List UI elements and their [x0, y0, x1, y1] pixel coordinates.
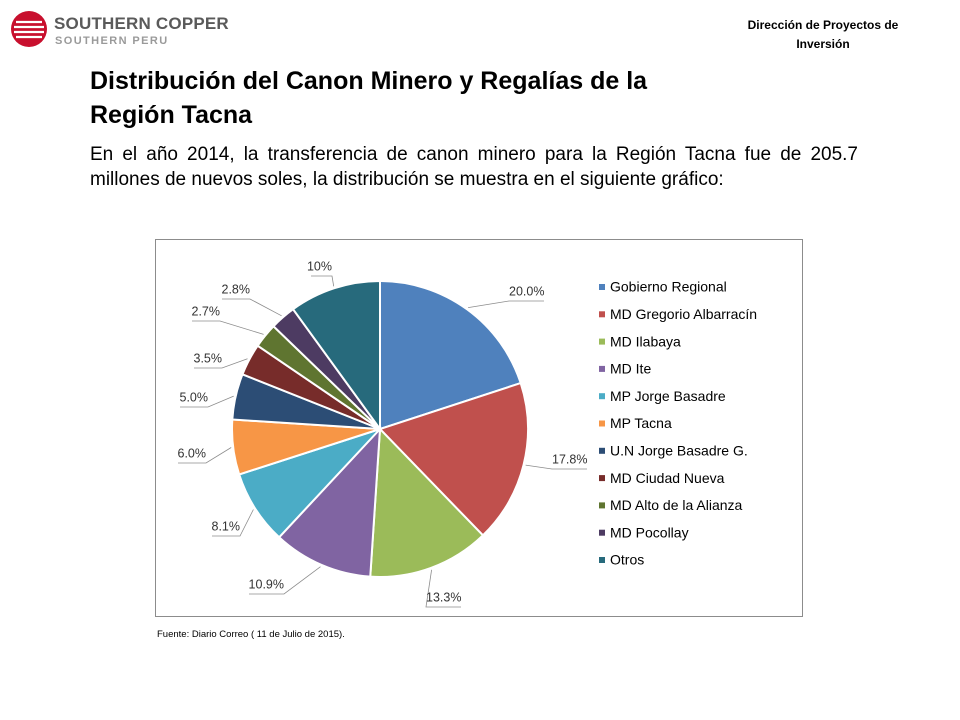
- leader-line: [180, 395, 234, 408]
- pie-slice: [378, 381, 529, 537]
- legend-label: MP Tacna: [610, 415, 672, 431]
- data-label: 10.9%: [249, 577, 284, 591]
- legend-swatch: [599, 447, 605, 454]
- data-label: 10%: [307, 259, 332, 273]
- legend-label: MD Ilabaya: [610, 333, 681, 349]
- company-logo: SOUTHERN COPPER SOUTHERN PERU: [10, 10, 250, 54]
- legend-label: MD Ciudad Nueva: [610, 470, 725, 486]
- page-title-line-2: Región Tacna: [90, 101, 253, 129]
- legend-swatch: [599, 365, 605, 372]
- legend-swatch: [599, 502, 605, 509]
- legend-label: Otros: [610, 552, 644, 568]
- legend-label: MD Ite: [610, 361, 651, 377]
- logo-name: SOUTHERN COPPER: [54, 14, 229, 33]
- leader-line: [525, 464, 587, 470]
- legend-swatch: [599, 475, 605, 482]
- data-label: 17.8%: [552, 452, 587, 466]
- leader-line: [178, 447, 232, 464]
- leader-line: [192, 320, 264, 335]
- data-label: 13.3%: [426, 590, 461, 604]
- leader-line: [311, 275, 335, 287]
- legend-swatch: [599, 338, 605, 345]
- leader-line: [468, 300, 544, 308]
- department-label: Dirección de Proyectos de Inversión: [728, 16, 918, 54]
- data-label: 2.8%: [222, 282, 251, 296]
- pie-chart: 20.0% Gobierno Regional 17.8% MD Gregorio A…: [178, 259, 757, 608]
- leader-line: [212, 509, 254, 537]
- legend-label: U.N Jorge Basadre G.: [610, 443, 748, 459]
- data-label: 6.0%: [178, 446, 207, 460]
- legend-swatch: [599, 557, 605, 563]
- pie-slice: [291, 279, 381, 433]
- department-line-2: Inversión: [796, 37, 850, 51]
- legend-label: MP Jorge Basadre: [610, 388, 726, 404]
- leader-line: [194, 358, 248, 369]
- data-label: 5.0%: [180, 390, 209, 404]
- legend-swatch: [599, 529, 605, 536]
- data-label: 2.7%: [192, 304, 221, 318]
- legend-label: Gobierno Regional: [610, 279, 727, 295]
- page-title: Distribución del Canon Minero y Regalías…: [90, 64, 850, 132]
- department-line-1: Dirección de Proyectos de: [747, 18, 899, 32]
- data-label: 8.1%: [212, 519, 241, 533]
- legend-label: MD Pocollay: [610, 524, 689, 540]
- logo-emblem-icon: [11, 11, 47, 47]
- leader-line: [425, 569, 461, 608]
- pie-chart-frame: 20.0% Gobierno Regional 17.8% MD Gregorio A…: [155, 239, 803, 617]
- legend-swatch: [599, 311, 605, 318]
- leader-line: [222, 298, 282, 317]
- source-note: Fuente: Diario Correo ( 11 de Julio de 2…: [157, 629, 345, 640]
- legend-swatch: [599, 393, 605, 400]
- logo-subtitle: SOUTHERN PERU: [55, 35, 169, 47]
- intro-paragraph: En el año 2014, la transferencia de cano…: [90, 144, 858, 190]
- legend-label: MD Alto de la Alianza: [610, 497, 743, 513]
- page-title-line-1: Distribución del Canon Minero y Regalías…: [90, 67, 648, 95]
- data-label: 3.5%: [194, 351, 223, 365]
- legend-swatch: [599, 420, 605, 427]
- data-label: 20.0%: [509, 284, 544, 298]
- pie-slice: [369, 426, 485, 579]
- pie-slice: [379, 279, 522, 431]
- legend-swatch: [599, 284, 605, 290]
- pie-slice: [277, 426, 382, 578]
- legend-label: MD Gregorio Albarracín: [610, 306, 757, 322]
- leader-line: [249, 566, 321, 595]
